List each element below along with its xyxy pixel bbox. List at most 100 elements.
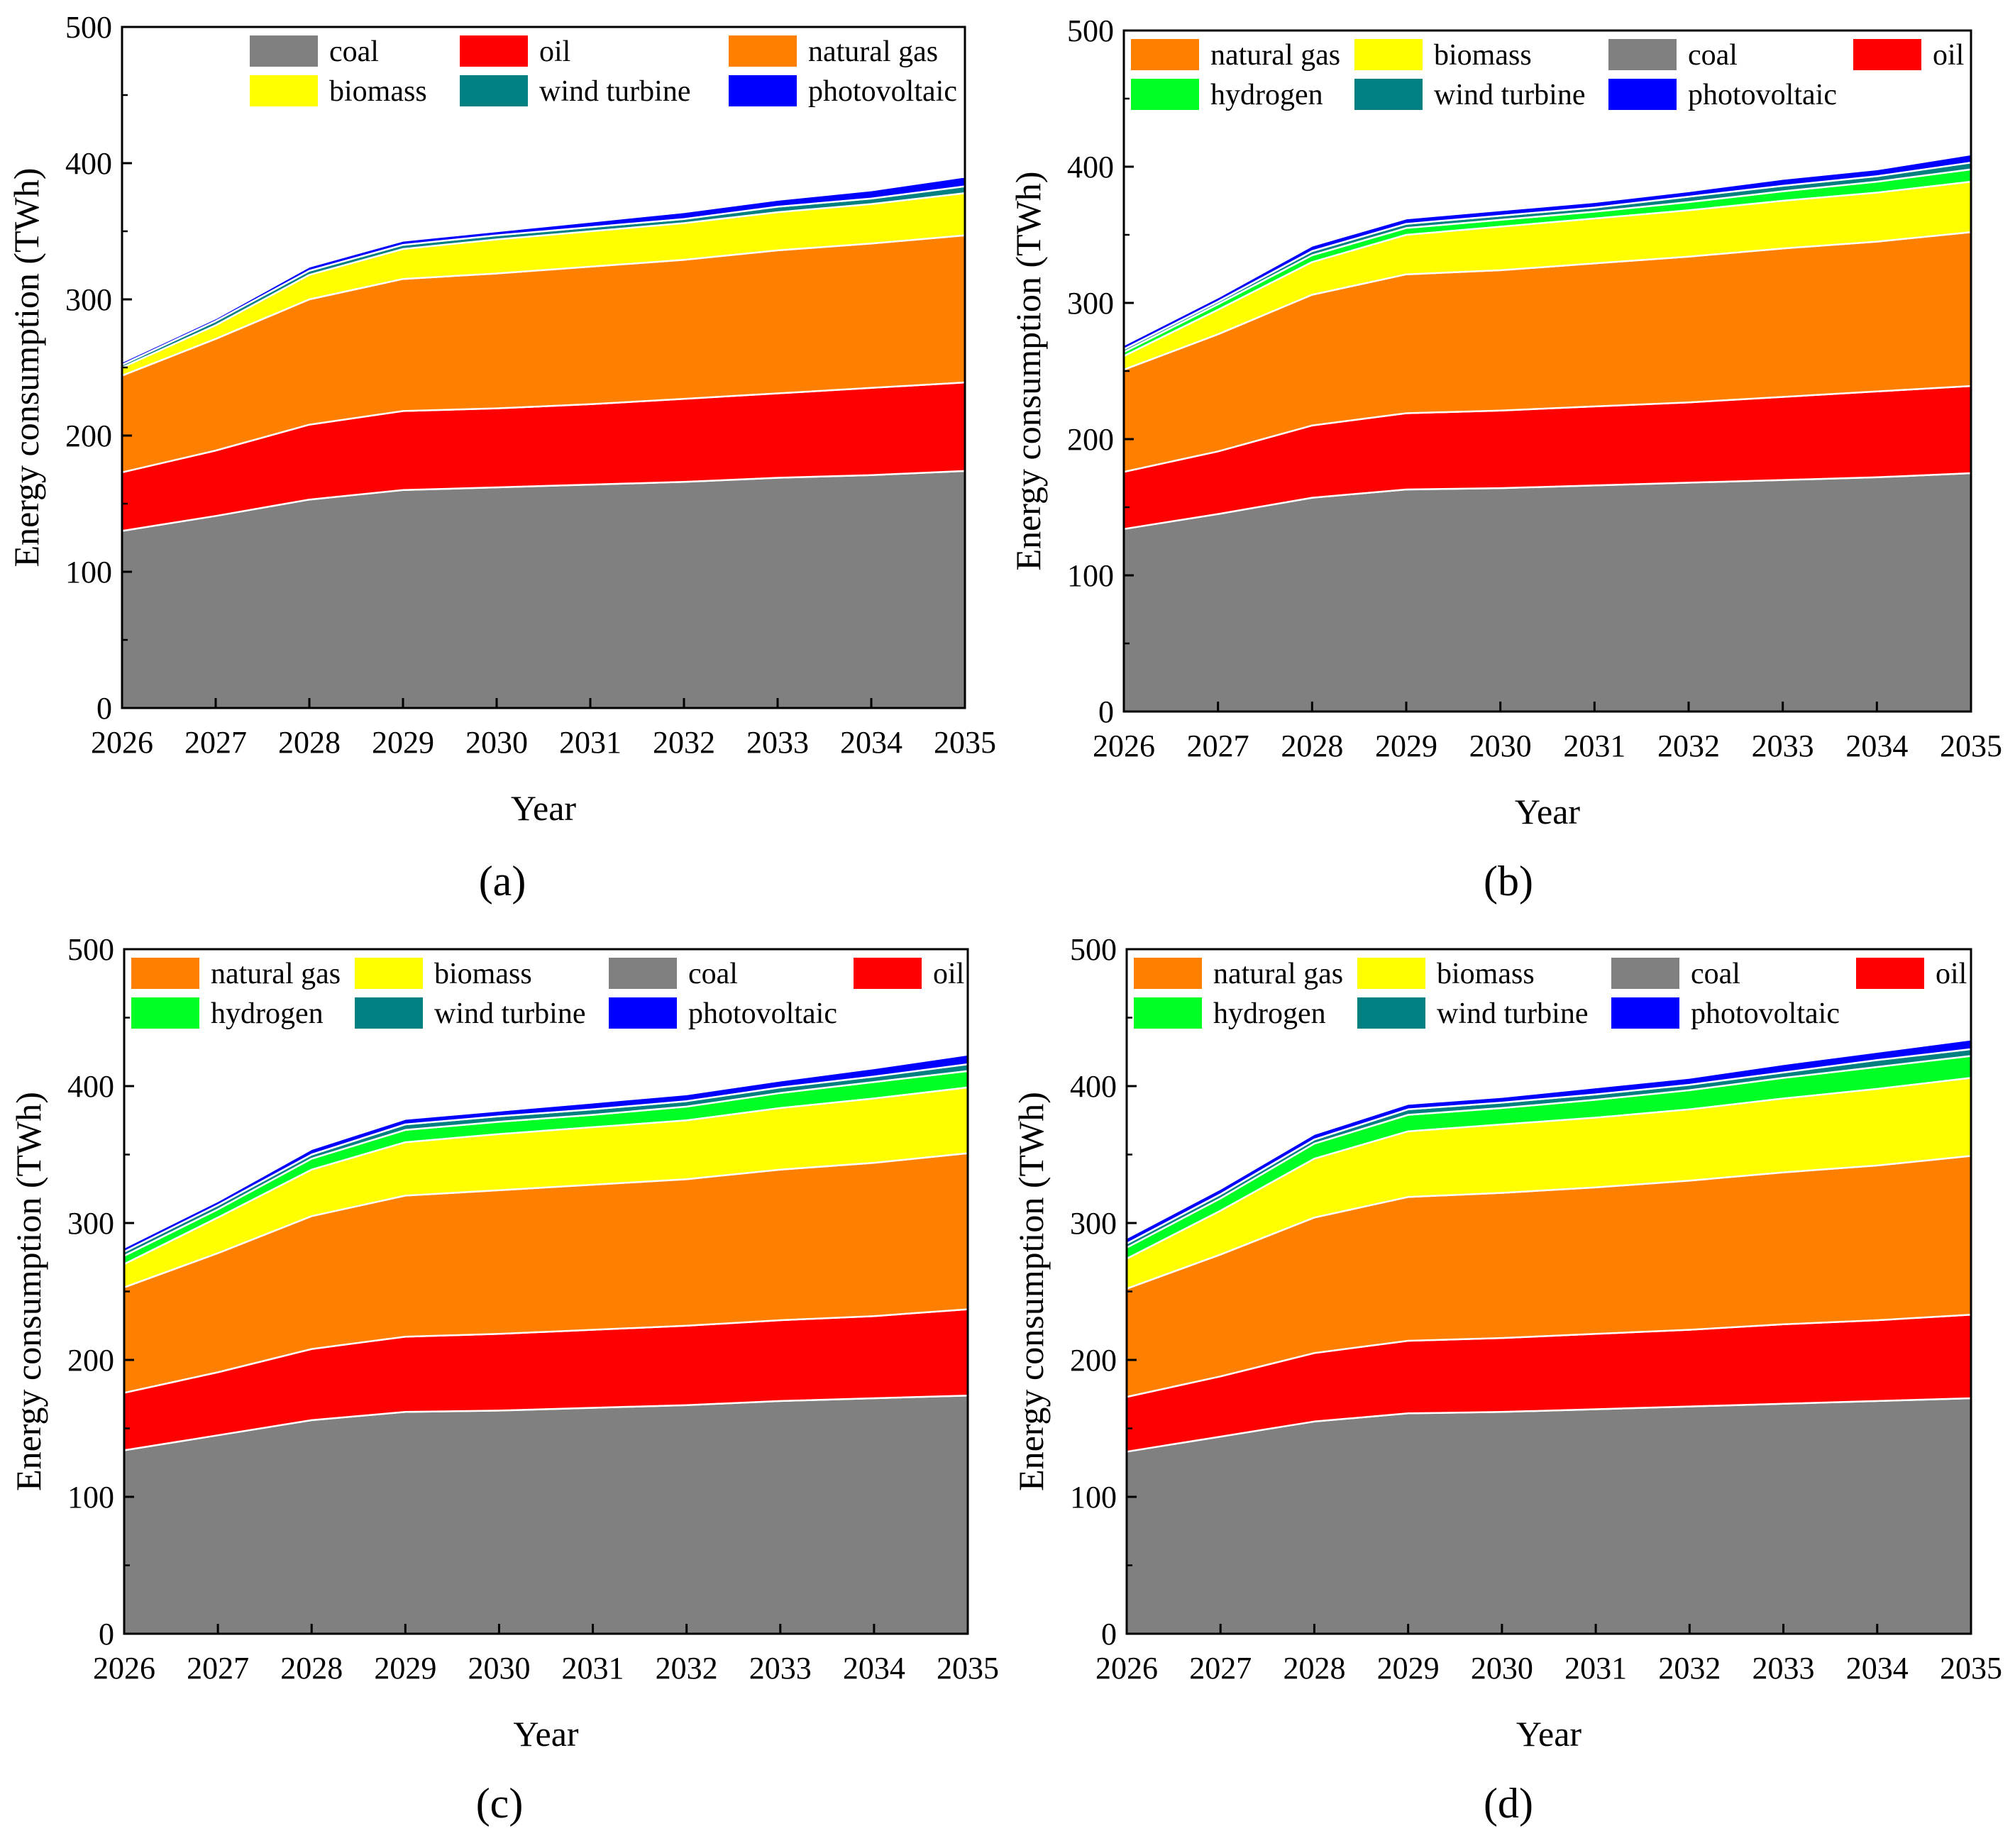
panel-d-legend: natural gas biomass coal oil hydrogen wind tu… <box>1134 958 1967 1030</box>
panel-b-legend-swatch-oil <box>1853 39 1921 70</box>
panel-d-legend-swatch-hydrogen <box>1134 997 1202 1029</box>
panel-b-ytick-label: 0 <box>1098 695 1114 729</box>
panel-d-xtick-label: 2032 <box>1658 1651 1721 1686</box>
panel-a-y-axis-title: Energy consumption (TWh) <box>6 168 46 568</box>
panel-a-legend-swatch-natural-gas <box>729 35 797 67</box>
panel-c: 0 100 200 300 400 500 2026 2027 2028 2029 2030 2031… <box>9 932 999 1827</box>
panel-c-y-axis-title: Energy consumption (TWh) <box>9 1092 48 1491</box>
panel-c-ytick-label: 200 <box>67 1343 114 1378</box>
panel-a-legend-swatch-coal <box>250 35 318 67</box>
panel-b-xtick-label: 2030 <box>1469 729 1532 763</box>
panel-c-legend-swatch-photovoltaic <box>609 997 677 1029</box>
panel-c-legend-swatch-wind-turbine <box>355 997 423 1029</box>
panel-c-label: (c) <box>476 1780 524 1827</box>
panel-d-legend-item-wind-turbine: wind turbine <box>1357 997 1588 1030</box>
panel-b-legend-item-biomass: biomass <box>1354 39 1532 72</box>
panel-d-legend-label-coal: coal <box>1691 958 1740 990</box>
panel-b-legend-label-natural-gas: natural gas <box>1210 39 1340 72</box>
panel-a-ytick-label: 300 <box>65 282 112 317</box>
panel-c-legend-item-wind-turbine: wind turbine <box>355 997 585 1030</box>
panel-b-xtick-label: 2028 <box>1281 729 1343 763</box>
panel-a-legend-item-oil: oil <box>460 35 570 68</box>
panel-a-ytick-label: 400 <box>65 146 112 181</box>
panel-c-legend-label-photovoltaic: photovoltaic <box>688 997 837 1030</box>
panel-c-legend-swatch-oil <box>854 958 922 989</box>
panel-b-xtick-label: 2032 <box>1657 729 1720 763</box>
panel-d-legend-label-hydrogen: hydrogen <box>1213 997 1326 1030</box>
panel-c-xtick-label: 2026 <box>93 1651 155 1686</box>
panel-c-ytick-label: 400 <box>67 1069 114 1104</box>
panel-a-legend-swatch-photovoltaic <box>729 75 797 106</box>
panel-a: 0 100 200 300 400 500 2026 2027 2028 2029 2030 2031… <box>6 10 996 904</box>
panel-c-legend-label-wind-turbine: wind turbine <box>434 997 585 1030</box>
panel-d-x-axis-title: Year <box>1516 1714 1581 1754</box>
panel-d-legend-item-coal: coal <box>1611 958 1740 990</box>
panel-a-legend-label-photovoltaic: photovoltaic <box>808 75 957 108</box>
panel-d-ytick-label: 500 <box>1070 932 1117 967</box>
panel-c-xtick-label: 2035 <box>937 1651 999 1686</box>
panel-c-ytick-label: 0 <box>99 1617 114 1651</box>
panel-a-xtick-label: 2035 <box>934 725 996 760</box>
panel-a-ytick-label: 0 <box>96 691 112 726</box>
panel-a-legend-item-natural-gas: natural gas <box>729 35 938 68</box>
panel-b-legend-swatch-photovoltaic <box>1608 79 1677 110</box>
panel-d: 0 100 200 300 400 500 2026 2027 2028 2029 2030 2031… <box>1011 932 2002 1827</box>
panel-b-legend-label-wind-turbine: wind turbine <box>1434 79 1585 111</box>
panel-d-legend-swatch-wind-turbine <box>1357 997 1425 1029</box>
panel-c-legend-item-coal: coal <box>609 958 738 990</box>
panel-c-legend-label-oil: oil <box>933 958 964 990</box>
panel-d-xtick-label: 2028 <box>1283 1651 1345 1686</box>
panel-b-legend-swatch-natural-gas <box>1131 39 1199 70</box>
panel-b-legend-item-coal: coal <box>1608 39 1738 72</box>
panel-b-xtick-label: 2027 <box>1187 729 1249 763</box>
panel-b-legend-item-wind-turbine: wind turbine <box>1354 79 1585 111</box>
panel-b-xtick-label: 2031 <box>1563 729 1625 763</box>
panel-d-legend-item-oil: oil <box>1856 958 1967 990</box>
panel-c-legend-swatch-hydrogen <box>131 997 199 1029</box>
panel-d-legend-swatch-photovoltaic <box>1611 997 1679 1029</box>
panel-c-legend-swatch-natural-gas <box>131 958 199 989</box>
panel-d-ytick-label: 400 <box>1070 1069 1117 1104</box>
panel-a-legend-label-oil: oil <box>539 35 570 68</box>
panel-d-xtick-label: 2034 <box>1846 1651 1909 1686</box>
panel-c-legend-swatch-coal <box>609 958 677 989</box>
panel-a-legend-swatch-wind-turbine <box>460 75 528 106</box>
panel-b-ytick-label: 200 <box>1067 422 1114 457</box>
panel-c-legend-label-natural-gas: natural gas <box>211 958 341 990</box>
panel-d-xtick-label: 2035 <box>1940 1651 2002 1686</box>
panel-b-legend-item-oil: oil <box>1853 39 1964 72</box>
panel-b-xtick-label: 2035 <box>1940 729 2002 763</box>
panel-c-ytick-label: 300 <box>67 1206 114 1241</box>
panel-a-xtick-label: 2030 <box>465 725 528 760</box>
panel-b-label: (b) <box>1484 858 1533 904</box>
panel-d-ytick-label: 100 <box>1070 1480 1117 1515</box>
panel-b-ytick-label: 100 <box>1067 558 1114 593</box>
panel-c-area-coal <box>123 1394 969 1635</box>
panel-b-legend: natural gas biomass coal oil hydrogen wind tu… <box>1131 39 1964 111</box>
panel-d-legend-item-photovoltaic: photovoltaic <box>1611 997 1840 1030</box>
panel-a-xtick-label: 2033 <box>746 725 809 760</box>
panel-d-legend-item-natural-gas: natural gas <box>1134 958 1343 990</box>
panel-c-legend-item-hydrogen: hydrogen <box>131 997 324 1030</box>
panel-c-xtick-label: 2029 <box>374 1651 436 1686</box>
panel-c-xtick-label: 2032 <box>656 1651 718 1686</box>
panel-b-legend-swatch-biomass <box>1354 39 1423 70</box>
panel-d-ytick-label: 300 <box>1070 1206 1117 1241</box>
panel-d-ytick-label: 0 <box>1101 1617 1117 1651</box>
panel-d-ytick-label: 200 <box>1070 1343 1117 1378</box>
panel-d-xtick-label: 2031 <box>1564 1651 1627 1686</box>
panel-c-xtick-label: 2027 <box>187 1651 249 1686</box>
panel-b-ytick-label: 400 <box>1067 150 1114 184</box>
panel-a-xtick-label: 2028 <box>278 725 341 760</box>
panel-b-legend-label-coal: coal <box>1688 39 1738 72</box>
panel-b-xtick-label: 2034 <box>1845 729 1908 763</box>
panel-d-xtick-label: 2030 <box>1471 1651 1533 1686</box>
panel-c-ytick-label: 100 <box>67 1480 114 1515</box>
panel-a-legend-item-photovoltaic: photovoltaic <box>729 75 957 108</box>
panel-c-legend-swatch-biomass <box>355 958 423 989</box>
panel-a-legend-label-coal: coal <box>329 35 379 68</box>
panel-d-label: (d) <box>1484 1780 1533 1827</box>
panel-b-y-axis-title: Energy consumption (TWh) <box>1008 172 1048 571</box>
panel-d-legend-label-photovoltaic: photovoltaic <box>1691 997 1840 1030</box>
